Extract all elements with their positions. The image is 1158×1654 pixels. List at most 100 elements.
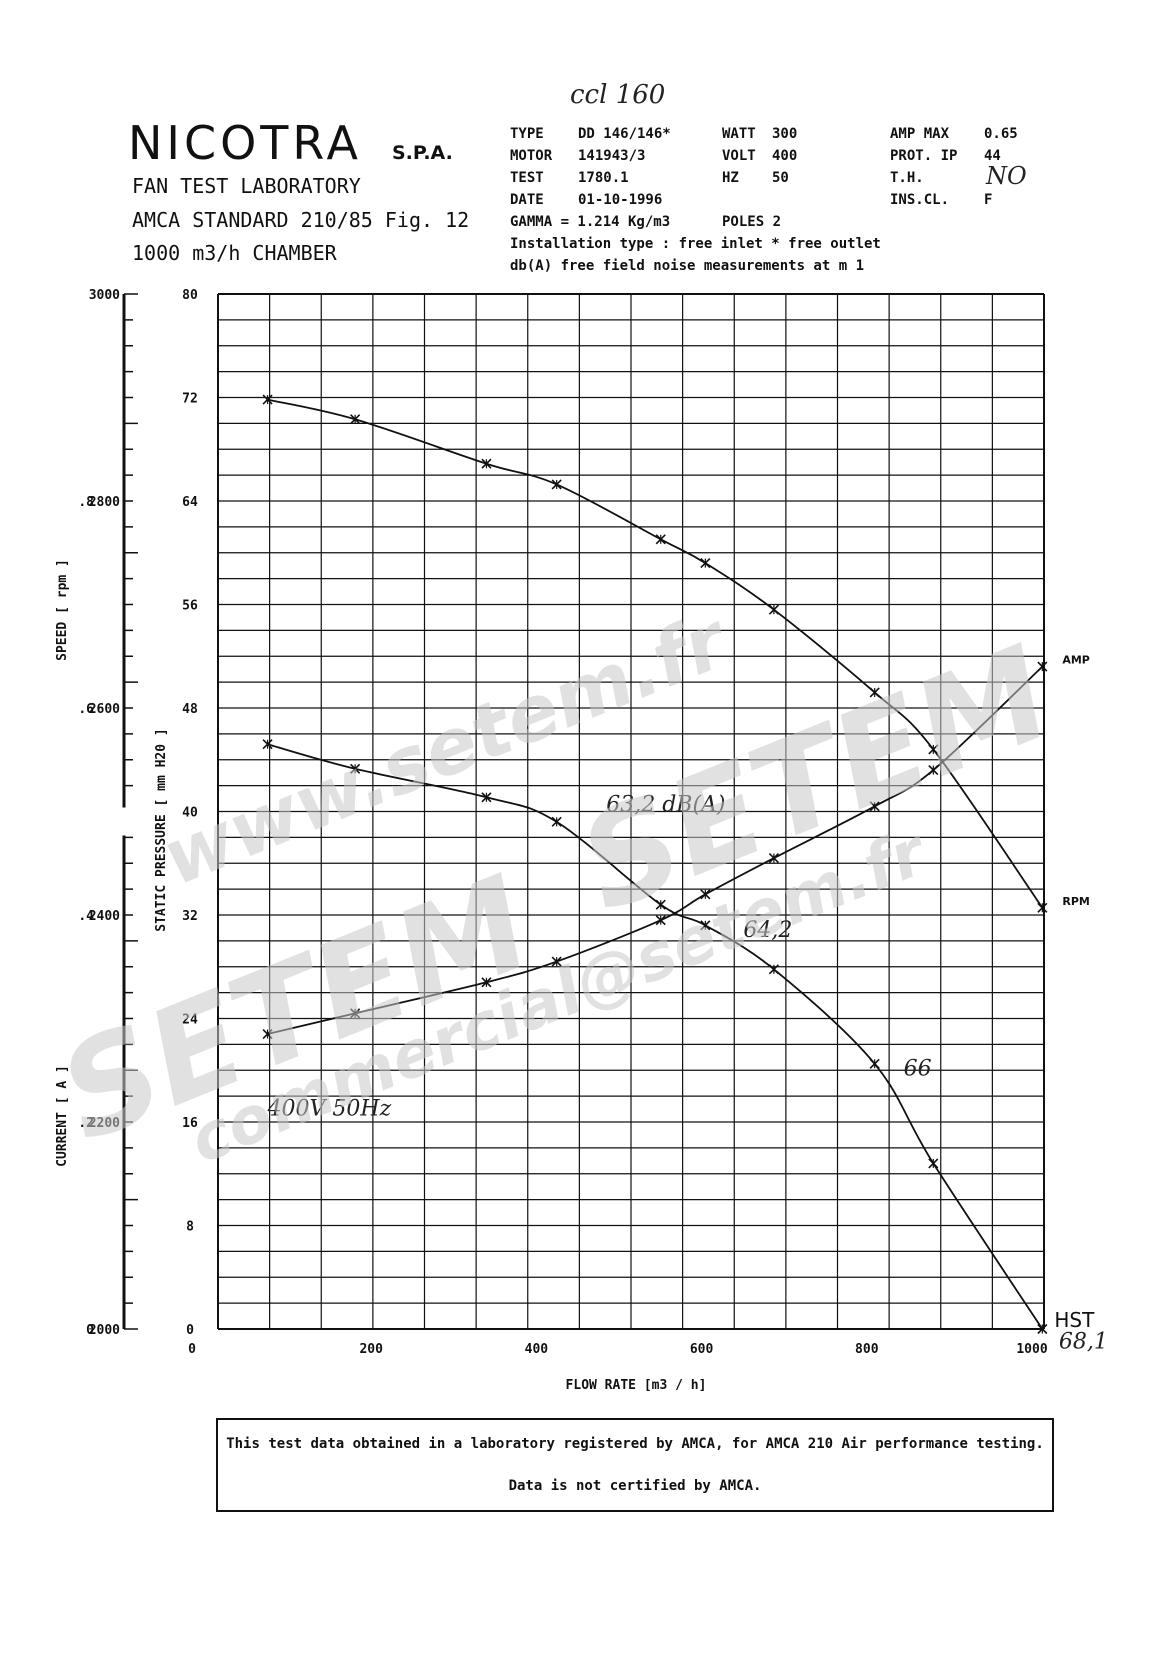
spec-volt-value: 400 (772, 148, 798, 164)
spec-poles: POLES 2 (722, 214, 782, 230)
x-tick-label: 1000 (1016, 1342, 1047, 1357)
spec-watt-label: WATT (722, 126, 756, 142)
pressure-tick-label: 64 (182, 495, 198, 510)
pressure-tick-label: 0 (186, 1323, 194, 1338)
spec-motor-label: MOTOR (510, 148, 553, 164)
current-tick-label: .4 (78, 909, 94, 924)
spec-hz-label: HZ (722, 170, 739, 186)
series-hst-point (1037, 1323, 1048, 1335)
pressure-tick-label: 72 (182, 392, 198, 407)
chart-grid (217, 293, 1045, 1330)
series-rpm-point (262, 394, 273, 405)
current-axis-title: CURRENT [ A ] (55, 1065, 70, 1167)
current-tick-label: 0 (86, 1323, 94, 1338)
current-tick-label: .6 (78, 702, 94, 717)
series-amp-point (481, 977, 492, 988)
lab-line-1: FAN TEST LABORATORY (132, 174, 361, 198)
current-tick-label: .8 (78, 495, 94, 510)
pressure-tick-label: 24 (182, 1013, 198, 1028)
brand-name: NICOTRA (128, 116, 362, 170)
series-hst-line (267, 743, 1044, 1330)
series-hst-point (481, 792, 492, 803)
series-hst-point (350, 763, 361, 774)
series-amp-point (551, 956, 562, 967)
spec-prot-label: PROT. IP (890, 148, 958, 164)
current-tick-label: .2 (78, 1116, 94, 1131)
annotation-2: 66 (904, 1056, 932, 1081)
spec-installation: Installation type : free inlet * free ou… (510, 236, 881, 252)
series-amp-point (928, 765, 939, 776)
chart-series (262, 394, 1048, 1335)
spec-test-label: TEST (510, 170, 544, 186)
series-hst-point (262, 739, 273, 750)
speed-tick-label: 2800 (89, 495, 120, 510)
note-line-2: Data is not certified by AMCA. (508, 1478, 762, 1494)
speed-axis-title: SPEED [ rpm ] (55, 559, 70, 661)
annotation-3: 68,1 (1059, 1329, 1108, 1354)
series-amp-point (1037, 661, 1048, 672)
series-rpm-point (481, 458, 492, 469)
x-tick-label: 200 (359, 1342, 383, 1357)
note-line-1: This test data obtained in a laboratory … (226, 1436, 1044, 1452)
speed-tick-label: 3000 (89, 288, 120, 303)
speed-tick-label: 2200 (89, 1116, 120, 1131)
series-amp-point (350, 1008, 361, 1019)
spec-prot-value: 44 (984, 148, 1001, 164)
series-amp-line (267, 665, 1043, 1035)
x-tick-label: 600 (690, 1342, 714, 1357)
spec-ampmax-value: 0.65 (984, 126, 1018, 142)
spec-watt-value: 300 (772, 126, 798, 142)
spec-motor-value: 141943/3 (578, 148, 646, 164)
annotation-0: 63,2 dB(A) (606, 793, 725, 818)
x-tick-label: 800 (855, 1342, 879, 1357)
lab-line-2: AMCA STANDARD 210/85 Fig. 12 (132, 208, 470, 232)
series-hst-point (869, 1058, 880, 1069)
x-axis-title: FLOW RATE [m3 / h] (566, 1378, 707, 1393)
series-rpm-point (928, 744, 939, 755)
spec-inscl-label: INS.CL. (890, 192, 950, 208)
series-rpm-line (267, 398, 1044, 909)
series-rpm-point (551, 479, 562, 490)
series-rpm-point (768, 604, 779, 615)
spec-gamma: GAMMA = 1.214 Kg/m3 (510, 214, 671, 230)
spec-volt-label: VOLT (722, 148, 756, 164)
spec-test-value: 1780.1 (578, 170, 629, 186)
series-amp-point (262, 1028, 273, 1040)
series-amp-point (869, 801, 880, 812)
spec-date-value: 01-10-1996 (578, 192, 663, 208)
chart-labels: RPM HST AMP 63,2 dB(A) 64,2 66 68,1 400V 50Hz (267, 654, 1108, 1355)
spec-date-label: DATE (510, 192, 544, 208)
pressure-tick-label: 8 (186, 1220, 194, 1235)
series-hst-point (551, 816, 562, 827)
spec-ampmax-label: AMP MAX (890, 126, 950, 142)
chart-axes: 2000220024002600280030000.2.4.6.80816243… (55, 288, 1048, 1393)
pressure-tick-label: 32 (182, 909, 198, 924)
series-rpm-point (1037, 902, 1048, 913)
series-rpm-point (700, 558, 711, 569)
series-hst-label: HST (1054, 1308, 1095, 1332)
x-tick-label: 0 (188, 1342, 196, 1357)
series-rpm-point (350, 414, 361, 425)
series-hst-point (655, 899, 666, 910)
lab-line-3: 1000 m3/h CHAMBER (132, 241, 337, 265)
speed-tick-label: 2600 (89, 702, 120, 717)
series-rpm-point (869, 687, 880, 698)
pressure-axis-title: STATIC PRESSURE [ mm H20 ] (154, 728, 169, 932)
brand-suffix: S.P.A. (392, 142, 453, 164)
series-amp-label: AMP (1062, 654, 1090, 667)
pressure-tick-label: 40 (182, 806, 198, 821)
series-hst-point (928, 1158, 939, 1169)
series-hst-point (768, 964, 779, 975)
spec-th-handwritten: NO (986, 162, 1027, 190)
spec-type-label: TYPE (510, 126, 544, 142)
certification-note: This test data obtained in a laboratory … (216, 1418, 1054, 1512)
spec-inscl-value: F (984, 192, 993, 208)
series-hst-point (700, 920, 711, 931)
series-amp-point (655, 915, 666, 926)
speed-tick-label: 2400 (89, 909, 120, 924)
handwritten-reference: ccl 160 (570, 80, 666, 110)
spec-th-label: T.H. (890, 170, 924, 186)
pressure-tick-label: 80 (182, 288, 198, 303)
annotation-4: 400V 50Hz (267, 1097, 392, 1122)
